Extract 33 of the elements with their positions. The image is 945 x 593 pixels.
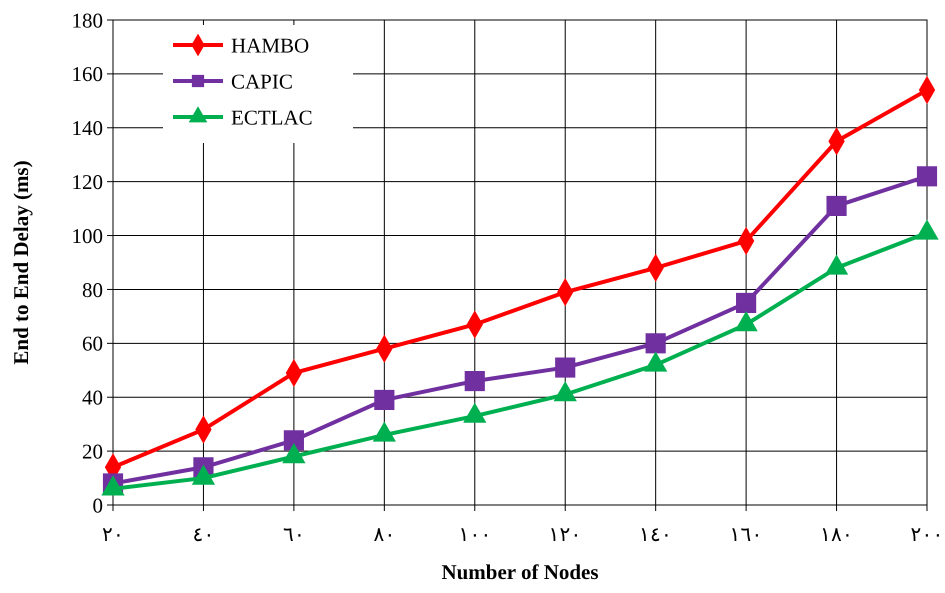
- point: [646, 333, 666, 354]
- legend-label: CAPIC: [231, 69, 293, 94]
- y-tick-label: 160: [72, 62, 103, 86]
- x-tick-label: ١٢٠: [548, 524, 582, 546]
- y-tick-label: 140: [72, 116, 103, 140]
- y-tick-label: 100: [72, 224, 103, 248]
- x-tick-label: ٨٠: [373, 524, 396, 546]
- x-tick-label: ٤٠: [192, 524, 214, 546]
- point: [736, 292, 756, 313]
- legend-label: ECTLAC: [231, 105, 313, 130]
- x-tick-label: ١٨٠: [820, 524, 854, 546]
- y-tick-label: 40: [82, 386, 103, 410]
- legend-label: HAMBO: [231, 33, 310, 58]
- x-tick-label: ٢٠: [102, 524, 124, 546]
- y-tick-label: 60: [82, 332, 103, 356]
- x-tick-label: ١٤٠: [639, 524, 672, 546]
- point: [464, 370, 485, 392]
- y-tick-label: 180: [72, 8, 103, 32]
- point: [555, 358, 576, 378]
- y-tick-label: 20: [82, 439, 103, 464]
- y-tick-label: 120: [72, 170, 103, 194]
- point: [826, 196, 847, 216]
- x-tick-label: ١٠٠: [458, 524, 492, 546]
- y-tick-label: 0: [92, 493, 103, 518]
- point: [916, 166, 938, 186]
- x-axis-title: Number of Nodes: [441, 560, 599, 584]
- x-tick-label: ٢٠٠: [910, 524, 944, 546]
- x-tick-label: ١٦٠: [730, 524, 763, 546]
- point: [374, 390, 394, 410]
- y-axis-title: End to End Delay (ms): [9, 160, 33, 365]
- point: [284, 430, 304, 450]
- x-tick-label: ٦٠: [282, 524, 305, 546]
- y-tick-label: 80: [82, 278, 103, 302]
